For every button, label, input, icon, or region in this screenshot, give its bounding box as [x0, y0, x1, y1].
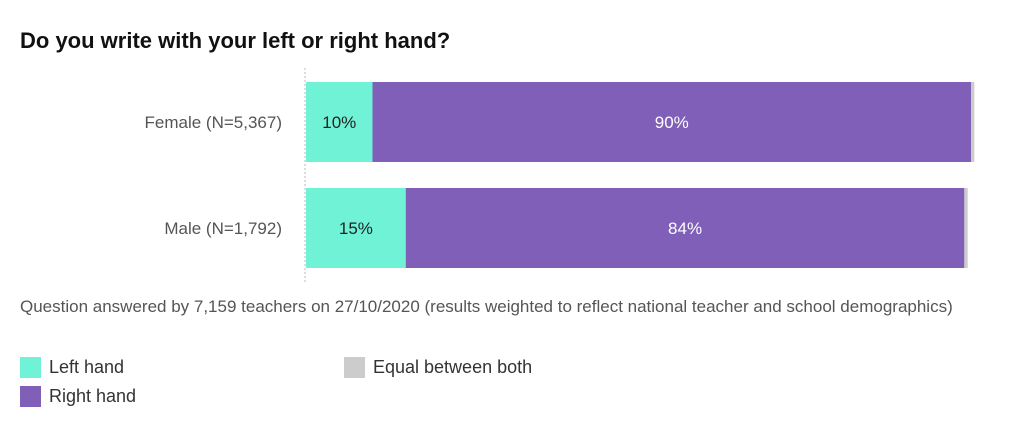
- legend-item-equal: Equal between both: [344, 357, 532, 378]
- legend-item-right-hand: Right hand: [20, 386, 136, 407]
- bar-segment-right-hand: [405, 188, 965, 268]
- legend-item-left-hand: Left hand: [20, 357, 124, 378]
- bar-segment-equal-between-both: [971, 82, 975, 162]
- legend-swatch-right-hand: [20, 386, 41, 407]
- legend-label-equal: Equal between both: [373, 357, 533, 377]
- category-label: Male (N=1,792): [164, 219, 282, 238]
- category-label: Female (N=5,367): [145, 113, 282, 132]
- legend-label-left-hand: Left hand: [49, 357, 125, 377]
- bar-segment-left-hand: [306, 188, 406, 268]
- legend-swatch-equal: [344, 357, 365, 378]
- bar-segment-right-hand: [372, 82, 971, 162]
- legend-label-right-hand: Right hand: [49, 386, 137, 406]
- bar-segment-left-hand: [306, 82, 373, 162]
- chart-title: Do you write with your left or right han…: [20, 28, 451, 53]
- data-label: 84%: [668, 219, 702, 238]
- survey-note: Question answered by 7,159 teachers on 2…: [20, 297, 953, 316]
- data-label: 15%: [339, 219, 373, 238]
- legend-swatch-left-hand: [20, 357, 41, 378]
- data-label: 10%: [322, 113, 356, 132]
- stacked-bar-chart: 10% 90% 15% 84% Female (N=5,367) Male (N=1,7…: [145, 68, 975, 282]
- data-label: 90%: [655, 113, 689, 132]
- bar-segment-equal-between-both: [964, 188, 968, 268]
- bar-group: 10% 90% 15% 84%: [306, 82, 975, 268]
